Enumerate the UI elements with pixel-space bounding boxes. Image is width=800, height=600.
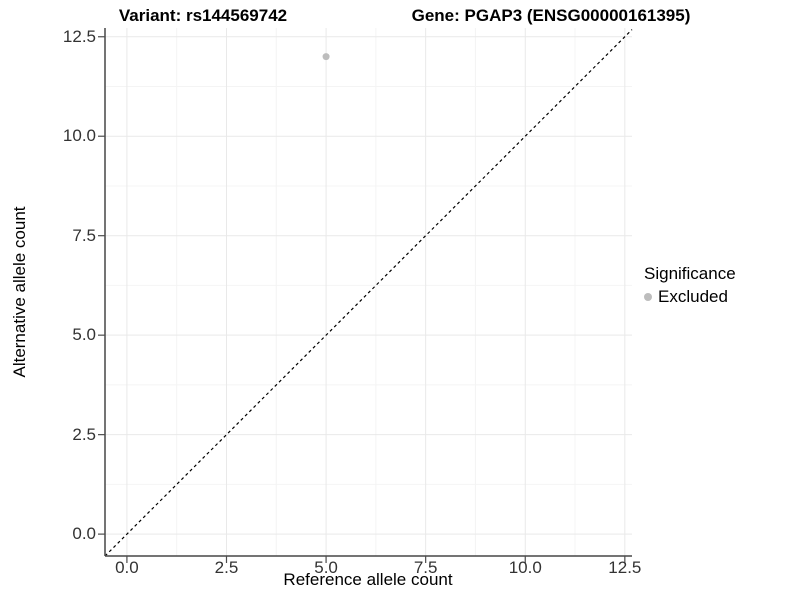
identity-reference-line [104, 29, 633, 557]
legend: Significance Excluded [644, 264, 736, 307]
x-tick-label: 0.0 [115, 558, 139, 577]
x-tick-label: 2.5 [214, 558, 239, 577]
y-axis-title: Alternative allele count [10, 206, 29, 378]
scatter-plot-canvas [98, 28, 633, 563]
y-tick-label: 7.5 [72, 225, 96, 245]
y-tick-label: 10.0 [62, 126, 96, 146]
legend-item: Excluded [644, 287, 736, 307]
y-tick-label: 5.0 [72, 325, 96, 345]
x-tick-label: 5.0 [314, 558, 338, 577]
legend-item-label: Excluded [658, 287, 728, 306]
y-tick-label: 2.5 [72, 424, 96, 444]
plot-title-gene: Gene: PGAP3 (ENSG00000161395) [411, 6, 691, 25]
plot-title-variant: Variant: rs144569742 [118, 6, 288, 25]
x-tick-label: 10.0 [508, 558, 542, 577]
x-tick-label: 7.5 [413, 558, 438, 577]
plot-panel [98, 28, 633, 563]
y-tick-label: 12.5 [62, 26, 96, 46]
x-axis-title: Reference allele count [283, 570, 453, 589]
data-point [322, 53, 330, 61]
legend-key-dot [644, 293, 652, 301]
legend-items: Excluded [644, 287, 736, 307]
legend-title: Significance [644, 264, 736, 283]
x-tick-label: 12.5 [608, 558, 642, 577]
y-tick-label: 0.0 [72, 524, 96, 544]
